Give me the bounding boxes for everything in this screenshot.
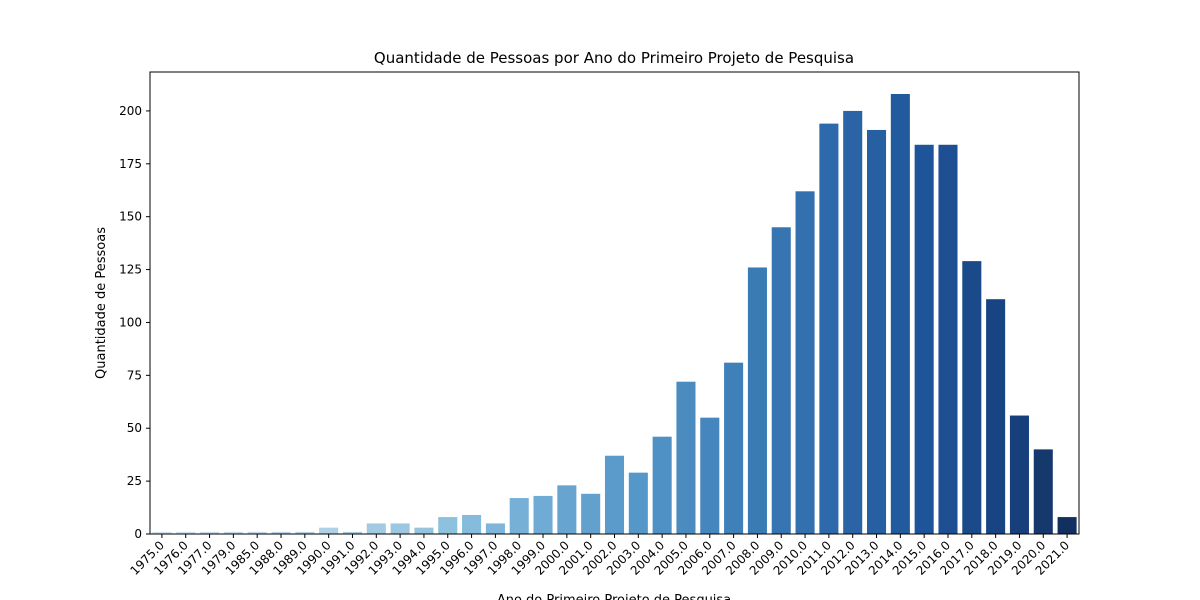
x-axis-label: Ano do Primeiro Projeto de Pesquisa: [497, 593, 731, 600]
bar: [176, 531, 196, 534]
bar: [200, 531, 220, 534]
bar: [652, 436, 672, 534]
bar: [1033, 449, 1053, 534]
bar: [366, 523, 386, 534]
bar: [938, 144, 958, 534]
bar: [223, 531, 243, 534]
y-tick-label: 100: [119, 315, 142, 329]
bar: [438, 517, 458, 534]
bar: [247, 531, 267, 534]
bar: [843, 110, 863, 534]
bar: [1009, 415, 1029, 534]
bar: [295, 531, 315, 534]
bar: [581, 493, 601, 534]
chart-title: Quantidade de Pessoas por Ano do Primeir…: [374, 49, 854, 67]
y-tick-label: 25: [127, 474, 142, 488]
bar: [914, 144, 934, 534]
bar: [795, 191, 815, 535]
bar: [533, 495, 553, 534]
y-tick-label: 0: [134, 527, 142, 541]
y-axis-label: Quantidade de Pessoas: [94, 227, 109, 379]
bar: [866, 129, 887, 534]
bar: [890, 94, 910, 534]
bar: [342, 531, 363, 534]
bar: [557, 485, 577, 534]
bar: [962, 261, 982, 534]
bar: [986, 299, 1006, 534]
bar: [1057, 517, 1077, 534]
bar: [509, 498, 529, 534]
bar: [462, 514, 482, 534]
y-tick-label: 150: [119, 210, 142, 224]
bar: [271, 531, 291, 534]
bar: [604, 455, 625, 534]
bar: [319, 527, 339, 534]
bar: [628, 472, 648, 534]
bar: [700, 417, 720, 534]
bar: [390, 523, 410, 534]
bar: [819, 123, 839, 534]
y-tick-label: 75: [127, 368, 142, 382]
bar: [485, 523, 505, 534]
y-tick-label: 200: [119, 104, 142, 118]
bar: [676, 381, 696, 534]
y-tick-label: 175: [119, 157, 142, 171]
bar: [771, 227, 791, 534]
bar: [724, 362, 744, 534]
bar: [152, 531, 172, 534]
bar: [414, 527, 434, 534]
y-tick-label: 50: [127, 421, 142, 435]
bar: [747, 267, 767, 534]
y-tick-label: 125: [119, 263, 142, 277]
plot-frame: [149, 71, 1080, 535]
